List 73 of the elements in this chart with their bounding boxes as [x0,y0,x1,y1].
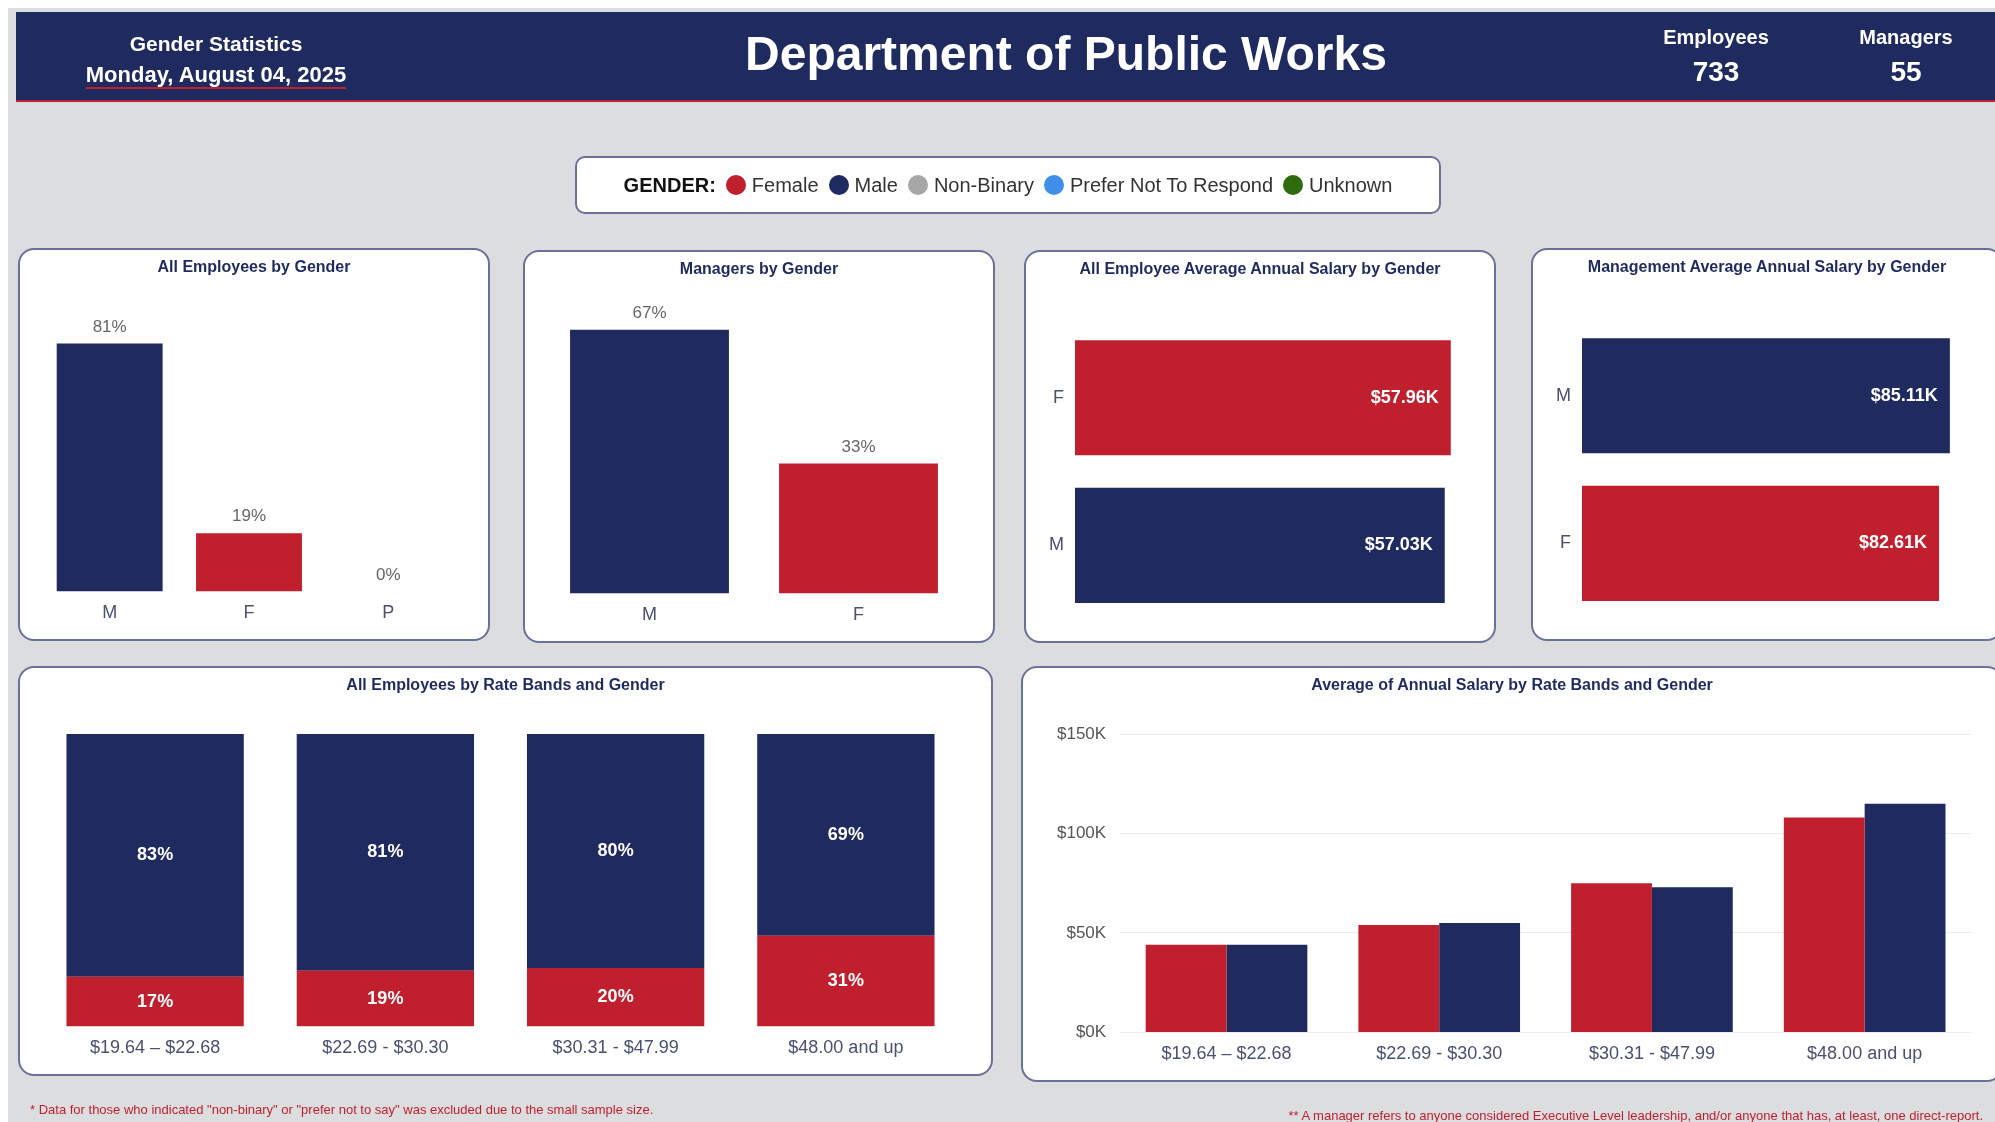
bar [1571,883,1652,1032]
text: Department of Public Works [744,26,1388,81]
category-label: Non-Binary [933,173,1034,197]
legend-title: GENDER: [623,173,716,197]
y-tick-label: F [1052,386,1064,407]
x-tick-label: $22.69 - $30.30 [322,1037,449,1058]
x-tick-label: F [853,604,864,625]
x-tick-label: $30.31 - $47.99 [1588,1043,1715,1064]
bar [1358,924,1440,1032]
bar [1864,803,1946,1032]
category-label: Male [854,173,898,197]
data-label: 19% [231,506,267,526]
bar [1651,887,1733,1032]
bar [296,970,475,1027]
bar [1145,944,1227,1032]
x-tick-label: M [102,602,118,623]
category-label: Unknown [1309,173,1393,197]
chart-title: All Employees by Gender [156,258,352,276]
bar [526,967,705,1027]
x-tick-label: $48.00 and up [788,1037,904,1058]
text: Employees [1662,26,1770,49]
text: Gender Statistics [128,32,304,56]
x-tick-label: F [243,602,255,623]
x-tick-label: $19.64 – $22.68 [90,1037,221,1058]
y-tick-label: $0K [1075,1022,1107,1042]
y-tick-label: $100K [1056,823,1107,843]
text: Monday, August 04, 2025 [85,62,347,89]
data-label: $85.11K [1870,384,1938,405]
x-tick-label: P [382,602,395,623]
bar [66,734,244,977]
bar [757,935,935,1027]
data-label: $82.61K [1859,532,1928,553]
data-label: 80% [597,839,634,860]
bar [757,734,935,936]
data-label: 67% [632,302,667,322]
y-tick-label: $150K [1056,723,1107,743]
bar [66,976,244,1027]
text: 55 [1889,56,1923,88]
chart-title: All Employees by Rate Bands and Gender [345,676,666,694]
data-label: 31% [827,970,864,991]
data-label: 20% [597,986,634,1007]
category-label: Female [751,173,819,197]
category-label: Prefer Not To Respond [1069,173,1274,197]
bar [1226,944,1308,1032]
chart-title: All Employee Average Annual Salary by Gender [1078,260,1442,278]
data-label: 81% [367,841,404,862]
data-label: 0% [376,564,401,584]
data-label: 33% [841,436,876,456]
x-tick-label: $30.31 - $47.99 [552,1037,679,1058]
data-label: $57.03K [1364,534,1433,555]
chart-title: Average of Annual Salary by Rate Bands and Gender [1310,676,1714,694]
bar [296,734,475,971]
text: 733 [1691,56,1741,88]
data-label: 17% [137,990,174,1011]
bar [1783,817,1865,1032]
chart-title: Management Average Annual Salary by Gender [1586,258,1948,276]
data-label: 83% [137,844,174,865]
text: * Data for those who indicated "non-binary" or "prefer not to say" was excluded due to the small sample size. [29,1102,655,1117]
x-tick-label: $19.64 – $22.68 [1161,1043,1292,1064]
text: Managers [1858,26,1954,49]
x-tick-label: M [642,604,657,625]
x-tick-label: $48.00 and up [1807,1043,1923,1064]
data-label: 81% [92,316,127,336]
y-tick-label: M [1048,534,1064,555]
data-label: 19% [367,987,404,1008]
bar [1439,922,1521,1032]
text: ** A manager refers to anyone considered Executive Level leadership, and/or anyone that has, at least, one direct-report. [1287,1108,1984,1122]
bar [526,734,705,968]
data-label: 69% [827,823,864,844]
x-tick-label: $22.69 - $30.30 [1376,1043,1503,1064]
y-tick-label: $50K [1066,922,1107,942]
chart-title: Managers by Gender [678,260,840,278]
data-label: $57.96K [1370,386,1439,407]
